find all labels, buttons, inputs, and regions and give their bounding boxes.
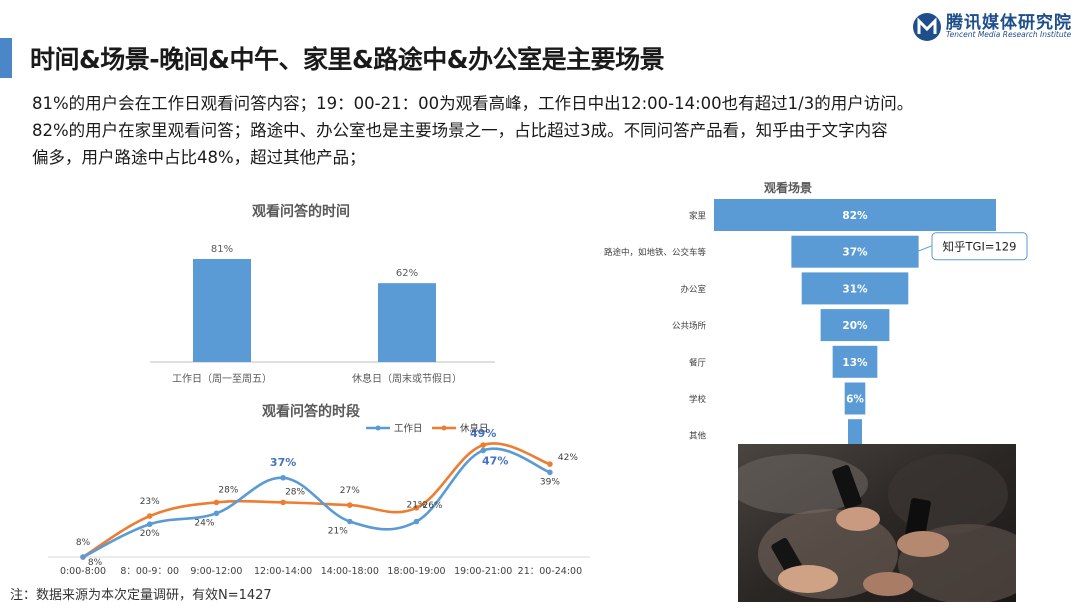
x-tick-label: 0:00-8:00 <box>60 566 106 577</box>
funnel-chart-scene: 82% 家里 37% 路途中，如地铁、公交车等 31% 办公室 20% 公共场所 13% 餐厅 6%… <box>604 199 1028 445</box>
data-label-work: 39% <box>540 477 560 487</box>
series-point-work <box>547 469 553 476</box>
category-tick-label: 工作日（周一至周五） <box>172 373 272 385</box>
funnel-category-label: 办公室 <box>680 284 706 295</box>
x-tick-label: 19:00-21:00 <box>454 566 512 577</box>
x-tick-label: 18:00-19:00 <box>387 566 445 577</box>
funnel-category-label: 餐厅 <box>689 358 707 368</box>
data-label-work: 21% <box>406 500 426 510</box>
funnel-bar <box>844 382 866 415</box>
annotation-text: 知乎TGI=129 <box>943 240 1017 254</box>
description-line: 偏多，用户路途中占比48%，超过其他产品； <box>32 148 366 167</box>
bar <box>193 259 251 362</box>
description-line: 81%的用户会在工作日观看问答内容；19：00-21：00为观看高峰，工作日中出… <box>32 94 914 113</box>
legend-label: 工作日 <box>394 423 423 435</box>
data-label-work: 20% <box>140 529 160 539</box>
series-point-work <box>80 554 86 560</box>
legend-marker <box>375 425 381 431</box>
data-label-work: 24% <box>194 518 214 528</box>
funnel-category-label: 家里 <box>689 211 707 222</box>
data-label-work: 8% <box>88 558 103 568</box>
funnel-bar <box>801 272 909 305</box>
data-label-rest: 8% <box>76 538 91 548</box>
description-block: 81%的用户会在工作日观看问答内容；19：00-21：00为观看高峰，工作日中出… <box>32 90 1032 171</box>
series-point-rest <box>547 461 553 467</box>
funnel-bar <box>832 345 878 378</box>
funnel-bar <box>714 199 996 231</box>
funnel-category-label: 公共场所 <box>672 321 707 332</box>
series-point-work <box>480 447 487 454</box>
legend-marker <box>441 425 447 431</box>
data-label-work: 47% <box>482 454 508 467</box>
data-label-rest: 28% <box>285 487 305 497</box>
chart-title-period: 观看问答的时段 <box>262 404 360 420</box>
series-point-work <box>413 518 420 525</box>
bar-chart-time: 81% 工作日（周一至周五） 62% 休息日（周末或节假日） <box>150 244 495 385</box>
series-point-rest <box>280 499 286 506</box>
bar <box>378 283 436 362</box>
legend-label: 休息日 <box>460 423 489 435</box>
x-tick-label: 12:00-14:00 <box>254 566 312 577</box>
series-point-rest <box>480 442 487 448</box>
series-point-work <box>280 474 286 481</box>
chart-title-scene: 观看场景 <box>764 181 813 195</box>
logo-name: 腾讯媒体研究院 <box>946 13 1072 33</box>
funnel-category-label: 学校 <box>689 394 707 405</box>
x-tick-label: 9:00-12:00 <box>190 566 242 577</box>
funnel-category-label: 路途中，如地铁、公交车等 <box>604 247 707 258</box>
series-point-work <box>213 510 220 517</box>
logo-english-name: Tencent Media Research Institute <box>946 30 1072 39</box>
data-label-rest: 28% <box>218 485 238 495</box>
funnel-value-label: 31% <box>842 283 868 295</box>
chart-title-time: 观看问答的时间 <box>252 204 350 220</box>
funnel-value-label: 20% <box>842 320 868 332</box>
data-label-rest: 49% <box>470 427 496 440</box>
annotation-box <box>931 232 1028 261</box>
bar-value-label: 81% <box>211 244 233 255</box>
funnel-value-label: 6% <box>846 394 864 406</box>
series-point-rest <box>347 502 353 508</box>
category-tick-label: 休息日（周末或节假日） <box>352 372 462 385</box>
data-label-rest: 23% <box>140 497 160 507</box>
funnel-value-label: 82% <box>842 210 868 222</box>
footnote: 注：数据来源为本次定量调研，有效N=1427 <box>10 588 272 603</box>
x-tick-label: 14:00-18:00 <box>321 566 379 577</box>
annotation-leader <box>916 245 933 253</box>
series-point-rest <box>413 505 420 511</box>
series-point-work <box>146 521 153 528</box>
funnel-bar <box>791 235 919 268</box>
bar-value-label: 62% <box>396 268 418 279</box>
series-line-rest <box>82 442 551 559</box>
data-label-rest: 26% <box>422 501 442 511</box>
data-label-rest: 42% <box>558 453 578 463</box>
series-line-work <box>82 447 551 559</box>
x-tick-label: 21：00-24:00 <box>518 566 582 577</box>
funnel-bar <box>848 419 862 445</box>
data-label-work: 21% <box>328 526 348 536</box>
series-point-work <box>347 518 353 525</box>
page-title: 时间&场景-晚间&中午、家里&路途中&办公室是主要场景 <box>30 45 665 74</box>
description-line: 82%的用户在家里观看问答；路途中、办公室也是主要场景之一，占比超过3成。不同问… <box>32 121 888 140</box>
line-chart-period: 0:00-8:00 8：00-9：00 9:00-12:00 12:00-14:00 1… <box>48 423 590 577</box>
funnel-value-label: 37% <box>842 247 868 259</box>
funnel-value-label: 13% <box>842 357 868 369</box>
title-accent-bar <box>0 38 12 78</box>
data-label-rest: 27% <box>340 486 360 496</box>
people-using-phones-photo <box>738 444 1016 602</box>
x-tick-label: 8：00-9：00 <box>120 566 179 577</box>
tencent-media-logo-icon <box>913 13 941 41</box>
series-point-rest <box>213 499 220 506</box>
data-label-work: 37% <box>270 456 296 469</box>
funnel-category-label: 其他 <box>689 431 707 442</box>
funnel-bar <box>820 309 890 342</box>
series-point-rest <box>146 513 153 519</box>
